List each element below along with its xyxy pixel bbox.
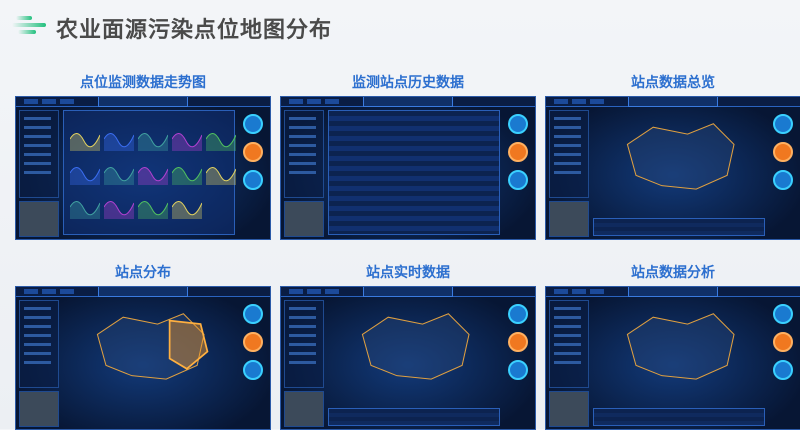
sidebar-menu [19, 300, 59, 388]
screenshot-card: 点位监测数据走势图 [15, 72, 271, 240]
card-title: 站点分布 [115, 265, 171, 281]
right-gauges [769, 300, 797, 427]
logo-stripes-icon [8, 14, 48, 36]
mini-line-chart [138, 201, 168, 219]
data-table [328, 110, 500, 235]
mini-line-chart [172, 133, 202, 151]
photo-panel [19, 391, 59, 427]
dashboard-header [546, 287, 800, 297]
page-title: 农业面源污染点位地图分布 [56, 18, 333, 43]
mini-line-chart [206, 133, 236, 151]
card-title: 站点实时数据 [366, 265, 450, 281]
dashboard-header [546, 97, 800, 107]
mini-line-chart [104, 167, 134, 185]
mini-line-chart [70, 133, 100, 151]
sidebar-menu [549, 300, 589, 388]
dashboard-screenshot [545, 96, 800, 240]
data-table [593, 408, 765, 426]
sidebar-menu [549, 110, 589, 198]
dashboard-screenshot [280, 96, 536, 240]
sidebar-menu [284, 300, 324, 388]
data-table [328, 408, 500, 426]
card-title: 站点数据分析 [631, 265, 715, 281]
right-gauges [239, 300, 267, 427]
mini-line-chart [172, 167, 202, 185]
mini-line-chart [70, 167, 100, 185]
mini-line-chart [70, 201, 100, 219]
photo-panel [19, 201, 59, 237]
dashboard-header [281, 287, 535, 297]
screenshot-card: 站点实时数据 [280, 262, 536, 430]
screenshot-card: 站点数据总览 [545, 72, 800, 240]
chart-modal [63, 110, 236, 235]
mini-line-chart [206, 167, 236, 185]
screenshot-card: 监测站点历史数据 [280, 72, 536, 240]
right-gauges [504, 110, 532, 237]
dashboard-screenshot [545, 286, 800, 430]
photo-panel [549, 391, 589, 427]
screenshot-card: 站点分布 [15, 262, 271, 430]
mini-line-chart [138, 133, 168, 151]
map-region [626, 313, 735, 380]
mini-line-chart [104, 133, 134, 151]
dashboard-header [16, 97, 270, 107]
card-title: 站点数据总览 [631, 75, 715, 91]
mini-line-chart [104, 201, 134, 219]
card-title: 监测站点历史数据 [352, 75, 464, 91]
dashboard-screenshot [15, 286, 271, 430]
data-table [593, 218, 765, 236]
dashboard-header [281, 97, 535, 107]
map-region [361, 313, 470, 380]
dashboard-screenshot [280, 286, 536, 430]
map-region [96, 313, 209, 380]
dashboard-header [16, 287, 270, 297]
card-title: 点位监测数据走势图 [80, 75, 206, 91]
right-gauges [239, 110, 267, 237]
map-region [626, 123, 735, 190]
sidebar-menu [284, 110, 324, 198]
right-gauges [769, 110, 797, 237]
mini-line-chart [138, 167, 168, 185]
right-gauges [504, 300, 532, 427]
photo-panel [549, 201, 589, 237]
screenshot-card: 站点数据分析 [545, 262, 800, 430]
sidebar-menu [19, 110, 59, 198]
photo-panel [284, 391, 324, 427]
mini-line-chart [172, 201, 202, 219]
dashboard-screenshot [15, 96, 271, 240]
photo-panel [284, 201, 324, 237]
